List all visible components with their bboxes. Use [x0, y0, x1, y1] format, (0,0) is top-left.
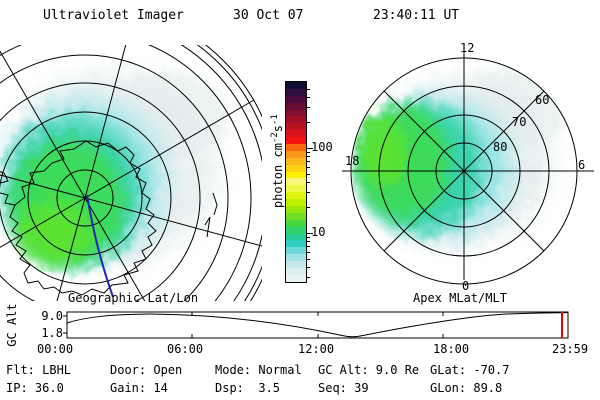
spacecraft-track [86, 194, 114, 298]
mlat-label-80: 80 [493, 140, 508, 154]
altitude-curve [66, 312, 569, 338]
page-title: Ultraviolet Imager [43, 8, 184, 23]
status-gcalt: GC Alt: 9.0 Re [318, 363, 420, 377]
status-glon: GLon: 89.8 [430, 381, 503, 395]
meridian-spokes [0, 45, 262, 301]
colorbar-unit-label: photon cm-2s-1 [270, 114, 286, 209]
timeline-ticks [63, 312, 444, 338]
timeline-xtick-0: 00:00 [37, 342, 74, 356]
timeline-xtick-3: 18:00 [433, 342, 470, 356]
status-flt: Flt: LBHL [6, 363, 72, 377]
geographic-grid [0, 45, 262, 301]
colorbar [285, 81, 307, 283]
mlt-label-12: 12 [460, 41, 475, 55]
mlt-label-6: 6 [578, 158, 586, 172]
altitude-timeline [63, 311, 569, 339]
date-label: 30 Oct 07 [233, 8, 304, 23]
timeline-ytick-bottom: 1.8 [41, 326, 63, 340]
timeline-ylabel: GC Alt [5, 303, 19, 347]
timeline-ytick-top: 9.0 [41, 309, 63, 323]
aurora-image-left [0, 47, 244, 287]
status-dsp: Dsp: 3.5 [215, 381, 281, 395]
left-plot-caption: Geographic Lat/Lon [68, 291, 199, 305]
mlt-label-0: 0 [462, 279, 470, 293]
status-gain: Gain: 14 [110, 381, 168, 395]
status-mode: Mode: Normal [215, 363, 302, 377]
apex-plot [342, 48, 594, 285]
geographic-plot [0, 45, 262, 301]
timeline-xtick-2: 12:00 [298, 342, 335, 356]
time-label: 23:40:11 UT [373, 8, 460, 23]
timeline-xtick-4: 23:59 [552, 342, 589, 356]
timeline-xtick-1: 06:00 [167, 342, 204, 356]
right-plot-caption: Apex MLat/MLT [413, 291, 507, 305]
status-door: Door: Open [110, 363, 183, 377]
mlt-label-18: 18 [345, 154, 360, 168]
mlat-label-70: 70 [512, 115, 527, 129]
status-seq: Seq: 39 [318, 381, 369, 395]
colorbar-tick-100: 100 [311, 140, 333, 154]
apex-grid [342, 48, 594, 285]
status-ip: IP: 36.0 [6, 381, 64, 395]
coastline-peninsula [0, 171, 218, 238]
colorbar-tick-10: 10 [311, 225, 326, 239]
mlat-label-60: 60 [535, 93, 550, 107]
aurora-image-right [352, 59, 576, 268]
status-glat: GLat: -70.7 [430, 363, 510, 377]
coastline [9, 140, 157, 296]
